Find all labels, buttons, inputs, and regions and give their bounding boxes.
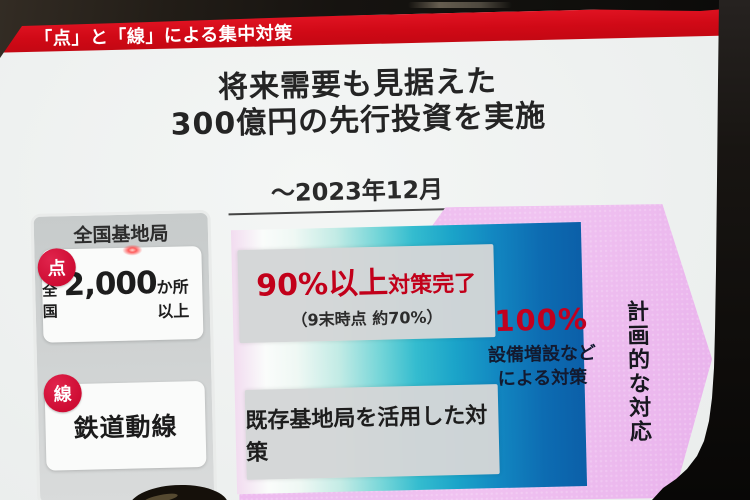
silhouette-highlight bbox=[143, 491, 179, 500]
arrow-label-vertical: 計画的な対応 bbox=[622, 299, 652, 445]
stat-suffix: か所以上 bbox=[156, 277, 190, 322]
progress-label: 対策完了 bbox=[387, 271, 477, 299]
ceiling-vent-light bbox=[408, 2, 512, 8]
progress-note: （9末時点 約70%） bbox=[291, 307, 443, 330]
progress-highlight: 90%以上 bbox=[255, 265, 389, 304]
progress-status-line: 90%以上対策完了 bbox=[238, 255, 495, 305]
base-station-panel: 全国基地局 全国 2,000 か所以上 点 鉄道動線 線 bbox=[30, 209, 218, 500]
slide-title: 将来需要も見据えた 300億円の先行投資を実施 bbox=[97, 61, 619, 145]
existing-measures-card: 既存基地局を活用した対策 bbox=[244, 384, 500, 480]
presentation-slide: 「点」と「線」による集中対策 将来需要も見据えた 300億円の先行投資を実施 ～… bbox=[0, 5, 750, 500]
panel-header: 全国基地局 bbox=[73, 222, 169, 247]
completion-target-value: 100% bbox=[493, 301, 589, 339]
progress-status-card: 90%以上対策完了 （9末時点 約70%） bbox=[237, 244, 496, 344]
stat-number: 2,000 bbox=[63, 265, 157, 304]
target-caption-line1: 設備増設など bbox=[487, 342, 597, 367]
